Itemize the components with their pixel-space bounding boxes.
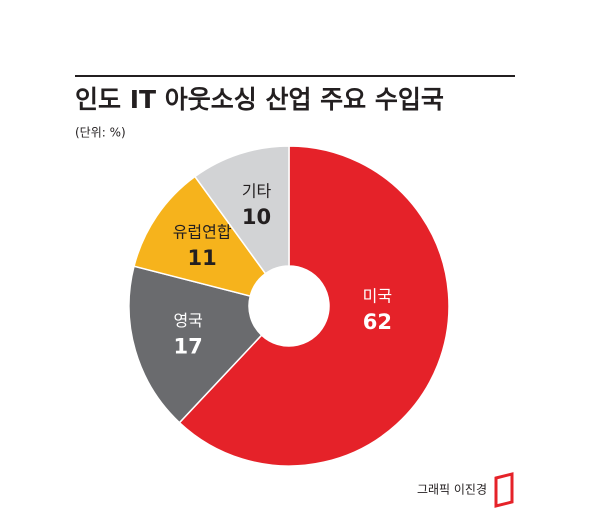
slice xyxy=(128,265,263,424)
chart-subtitle: (단위: %) xyxy=(75,126,126,140)
slice xyxy=(178,145,450,467)
slice-value: 62 xyxy=(363,310,392,334)
chart-title: 인도 IT 아웃소싱 산업 주요 수입국 xyxy=(75,85,444,114)
logo-icon xyxy=(494,472,514,508)
slice-value: 17 xyxy=(174,334,203,358)
slice xyxy=(193,145,290,275)
slice-label: 미국 xyxy=(363,286,392,305)
slice-value: 11 xyxy=(188,246,217,270)
slice-label: 영국 xyxy=(173,311,202,330)
donut: 미국 62 영국 17 유럽연합 11 기타 10 xyxy=(128,145,450,467)
slice-label: 유럽연합 xyxy=(173,222,232,241)
slice xyxy=(133,175,267,297)
credit: 그래픽 이진경 xyxy=(417,483,487,497)
slice-label: 기타 xyxy=(242,182,272,201)
slice-value: 10 xyxy=(242,205,271,229)
